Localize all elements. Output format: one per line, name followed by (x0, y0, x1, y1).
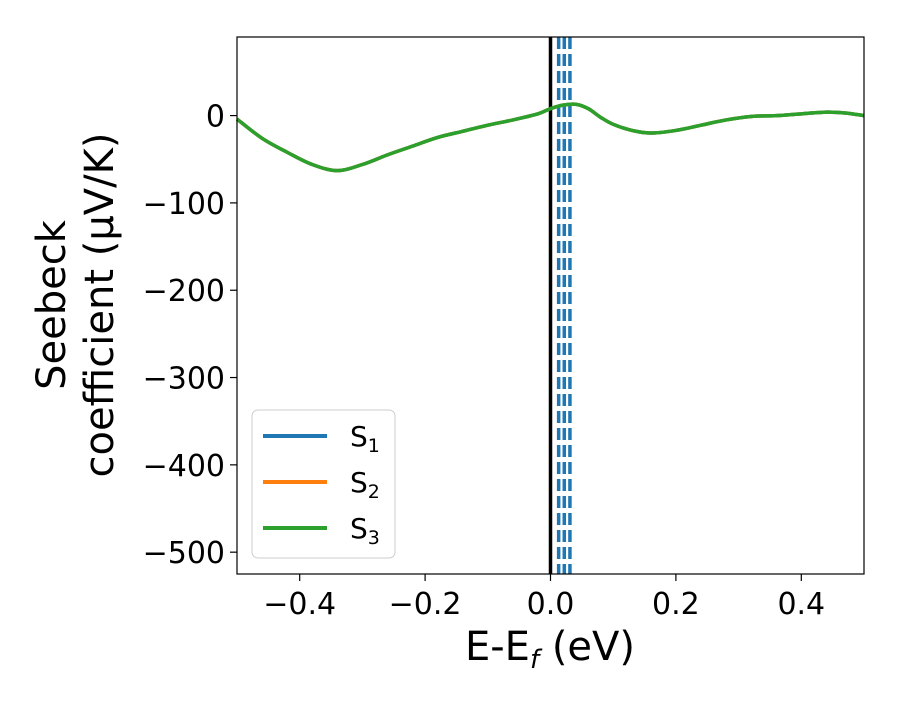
y-tick-label: −400 (143, 449, 225, 484)
x-axis-label: E-Ef (eV) (465, 624, 635, 675)
x-tick-label: 0.4 (777, 587, 825, 622)
x-axis-label-unit: (eV) (539, 624, 635, 670)
series-line-s3 (235, 102, 865, 173)
y-tick-label: −500 (143, 536, 225, 571)
y-tick-label: −300 (143, 362, 225, 397)
y-tick-label: −200 (143, 274, 225, 309)
y-axis-label-line2: coefficient (μV/K) (77, 133, 123, 478)
x-tick-label: −0.2 (389, 587, 462, 622)
y-axis-label-line1: Seebeck (29, 219, 75, 390)
y-tick-label: 0 (206, 100, 225, 135)
plot-lines-layer (235, 37, 865, 574)
y-tick-label: −100 (143, 187, 225, 222)
legend-label-s3: S3 (350, 512, 380, 549)
legend: S1 S2 S3 (251, 409, 396, 559)
x-axis-label-main: E-E (465, 624, 530, 670)
x-tick-label: −0.4 (263, 587, 336, 622)
legend-label-s2: S2 (350, 466, 380, 503)
axes-layer: −0.4 −0.2 0.0 0.2 0.4 0 −100 −200 −300 −400 −500 (143, 100, 826, 622)
legend-label-s1: S1 (350, 420, 380, 457)
y-axis-label: Seebeck coefficient (μV/K) (29, 133, 123, 478)
x-tick-label: 0.2 (652, 587, 700, 622)
x-tick-label: 0.0 (527, 587, 575, 622)
